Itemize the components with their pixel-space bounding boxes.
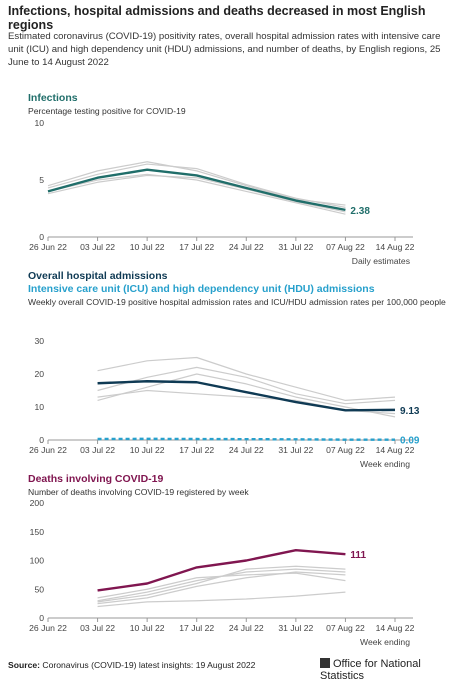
y-tick-label: 0 [39,613,44,623]
x-tick-label: 10 Jul 22 [130,623,165,633]
x-tick-label: 07 Aug 22 [326,242,365,252]
logo-text: Office for National Statistics [320,658,421,682]
chart-title: Infections [28,92,78,104]
x-tick-label: 14 Aug 22 [376,623,415,633]
series-line [97,437,396,441]
x-tick-label: 03 Jul 22 [80,445,115,455]
y-tick-label: 50 [34,584,44,594]
chart-title: Overall hospital admissions [28,270,168,282]
x-tick-label: 10 Jul 22 [130,445,165,455]
chart-subtitle: Weekly overall COVID-19 positive hospita… [28,297,446,307]
logo-icon [320,658,330,668]
value-label: 111 [350,550,366,561]
x-note: Week ending [360,459,410,469]
regional-line [47,173,346,215]
y-tick-label: 0 [39,232,44,242]
value-label: 2.38 [350,206,370,217]
series-line [47,168,346,212]
x-tick-label: 24 Jul 22 [229,623,264,633]
x-tick-label: 26 Jun 22 [29,623,67,633]
regional-line [97,366,396,405]
y-tick-label: 5 [39,175,44,185]
x-tick-label: 26 Jun 22 [29,445,67,455]
y-tick-label: 200 [30,498,45,508]
x-tick-label: 07 Aug 22 [326,623,365,633]
x-tick-label: 31 Jul 22 [278,623,313,633]
x-tick-label: 24 Jul 22 [229,445,264,455]
regional-line [97,356,396,401]
x-note: Week ending [360,637,410,647]
x-tick-label: 10 Jul 22 [130,242,165,252]
x-tick-label: 31 Jul 22 [278,445,313,455]
regional-line [47,163,346,208]
page-title: Infections, hospital admissions and deat… [8,4,426,32]
y-tick-label: 30 [34,336,44,346]
x-note: Daily estimates [352,256,410,266]
page-subtitle: Estimated coronavirus (COVID-19) positiv… [8,31,441,68]
x-tick-label: 17 Jul 22 [179,623,214,633]
regional-line [97,373,396,418]
y-tick-label: 100 [30,556,45,566]
y-tick-label: 150 [30,527,45,537]
source-text: Coronavirus (COVID-19) latest insights: … [42,660,256,670]
source-label: Source: [8,660,40,670]
y-tick-label: 20 [34,369,44,379]
logo: Office for National Statistics [320,658,466,682]
y-tick-label: 0 [39,435,44,445]
chart-title: Deaths involving COVID-19 [28,473,164,485]
x-tick-label: 24 Jul 22 [229,242,264,252]
series-line [97,380,396,412]
x-tick-label: 03 Jul 22 [80,623,115,633]
value-label: 0.09 [400,436,420,447]
x-tick-label: 14 Aug 22 [376,242,415,252]
chart-subtitle: Number of deaths involving COVID-19 regi… [28,487,249,497]
y-tick-label: 10 [34,118,44,128]
x-tick-label: 26 Jun 22 [29,242,67,252]
x-tick-label: 14 Aug 22 [376,445,415,455]
x-tick-label: 17 Jul 22 [179,445,214,455]
x-tick-label: 31 Jul 22 [278,242,313,252]
value-label: 9.13 [400,406,420,417]
x-tick-label: 07 Aug 22 [326,445,365,455]
series-line [97,548,346,592]
chart-subtitle: Percentage testing positive for COVID-19 [28,106,186,116]
x-tick-label: 17 Jul 22 [179,242,214,252]
regional-line [97,591,346,608]
regional-line [97,571,346,605]
regional-line [97,565,346,603]
source: Source: Coronavirus (COVID-19) latest in… [8,660,255,670]
y-tick-label: 10 [34,402,44,412]
x-tick-label: 03 Jul 22 [80,242,115,252]
chart-title: Intensive care unit (ICU) and high depen… [28,283,375,295]
